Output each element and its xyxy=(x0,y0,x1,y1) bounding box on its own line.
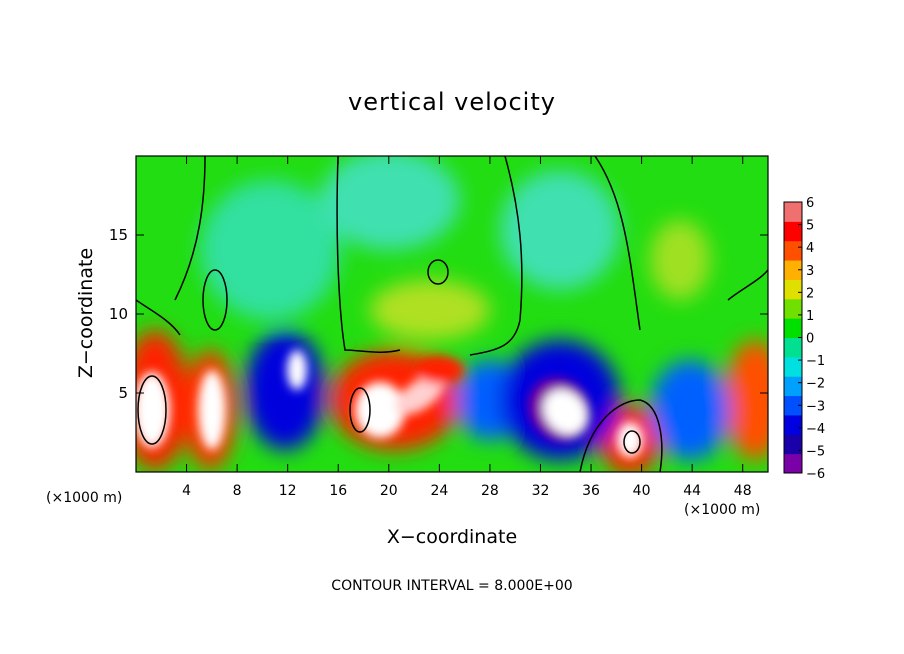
x-tick-label: 44 xyxy=(683,483,701,499)
colorbar-tick-label: −6 xyxy=(806,467,825,482)
colorbar-tick-label: −2 xyxy=(806,377,825,392)
contour-line xyxy=(727,269,768,301)
contour-lines xyxy=(136,156,768,472)
cyan-region xyxy=(500,170,620,290)
colorbar-swatch xyxy=(784,221,802,242)
colorbar-swatch xyxy=(784,356,802,377)
cyan-region xyxy=(320,156,460,250)
x-tick-label: 48 xyxy=(734,483,752,499)
contour-line xyxy=(174,156,206,301)
colorbar-tick-label: 0 xyxy=(806,332,814,347)
colorbar-swatch xyxy=(784,318,802,338)
x-tick-label: 20 xyxy=(380,483,398,499)
blue-region xyxy=(245,330,325,450)
contour-line xyxy=(579,399,663,472)
colorbar-tick-label: 6 xyxy=(806,196,814,211)
white-core xyxy=(198,370,226,450)
x-unit-label-left: (×1000 m) xyxy=(46,490,123,506)
colorbar-tick-label: −3 xyxy=(806,399,825,414)
white-core xyxy=(395,375,445,415)
red-region xyxy=(725,340,768,460)
x-tick-label: 24 xyxy=(430,483,448,499)
colorbar-swatch xyxy=(784,279,802,300)
chart-title: vertical velocity xyxy=(348,88,556,116)
x-axis-label: X−coordinate xyxy=(386,526,518,548)
contour-line xyxy=(202,269,228,331)
x-tick-label: 28 xyxy=(481,483,499,499)
contour-line xyxy=(136,299,181,336)
plot-field xyxy=(136,156,768,472)
y-tick-label: 5 xyxy=(118,384,128,402)
y-tick-label: 15 xyxy=(109,226,128,244)
y-tick-label: 10 xyxy=(109,305,128,323)
x-tick-label: 16 xyxy=(329,483,347,499)
y-ticks: 5 10 15 xyxy=(109,226,768,402)
white-core xyxy=(287,350,307,390)
x-tick-label: 40 xyxy=(633,483,651,499)
x-tick-label: 4 xyxy=(182,483,191,499)
x-tick-label: 12 xyxy=(279,483,297,499)
colorbar-swatch xyxy=(784,298,802,319)
colorbar-tick-label: 2 xyxy=(806,286,814,301)
colorbar-swatch xyxy=(784,260,802,280)
x-tick-label: 32 xyxy=(532,483,550,499)
colorbar-tick-label: 3 xyxy=(806,264,814,279)
contour-line xyxy=(336,156,401,353)
contour-line xyxy=(594,156,641,331)
colorbar-swatch xyxy=(784,376,802,397)
x-unit-label-right: (×1000 m) xyxy=(684,502,761,518)
colorbar-swatch xyxy=(784,453,802,474)
colorbar-tick-label: −5 xyxy=(806,444,825,459)
colorbar-tick-label: −4 xyxy=(806,422,825,437)
colorbar-swatch xyxy=(784,337,802,358)
contour-line xyxy=(137,375,167,445)
white-core xyxy=(617,422,643,458)
white-core xyxy=(543,389,587,435)
yellow-region xyxy=(650,220,710,300)
colorbar-swatch xyxy=(784,240,802,261)
colorbar-tick-label: −1 xyxy=(806,354,825,369)
cyan-region xyxy=(200,180,340,320)
core-layer xyxy=(136,350,643,458)
white-core xyxy=(136,372,170,448)
x-tick-label: 8 xyxy=(233,483,242,499)
contour-interval-note: CONTOUR INTERVAL = 8.000E+00 xyxy=(331,578,573,594)
contour-line xyxy=(469,156,523,356)
blue-region xyxy=(416,356,464,384)
contour-line xyxy=(349,387,371,433)
colorbar-swatch xyxy=(784,202,802,222)
colorbar-swatch xyxy=(784,434,802,455)
colorbar-tick-label: 1 xyxy=(806,309,814,324)
x-ticks: 4 8 12 16 20 24 28 32 36 40 44 48 xyxy=(182,156,752,499)
yellow-region xyxy=(370,280,490,340)
x-tick-label: 36 xyxy=(582,483,600,499)
colorbar-swatch xyxy=(784,395,802,416)
colorbar-tick-label: 5 xyxy=(806,219,814,234)
colorbar-tick-label: 4 xyxy=(806,241,814,256)
colorbar-swatch xyxy=(784,414,802,435)
blue-region xyxy=(650,360,730,460)
contour-line xyxy=(427,259,449,285)
colorbar: 6 5 4 3 2 1 0 −1 −2 −3 −4 −5 −6 xyxy=(783,196,825,482)
contour-line xyxy=(623,430,641,454)
